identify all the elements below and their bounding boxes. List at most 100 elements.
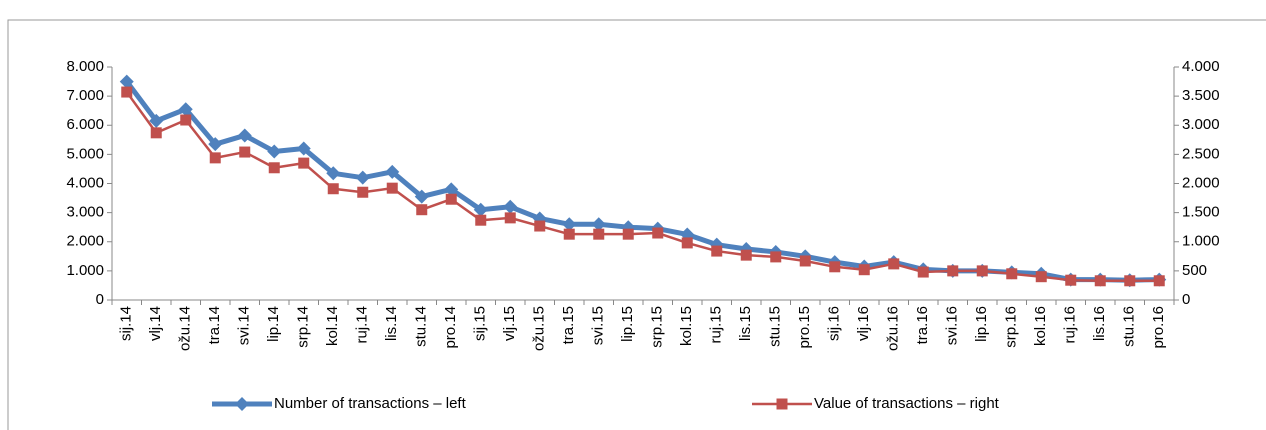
data-point (740, 249, 752, 261)
data-point (296, 141, 311, 156)
data-point (327, 183, 339, 195)
data-point (1094, 275, 1106, 287)
x-tick-label: ožu.14 (177, 306, 194, 351)
data-point (416, 204, 428, 216)
y-tick-label: 2.000 (66, 233, 104, 250)
x-tick-label: srp.16 (1003, 306, 1020, 348)
x-tick-label: pro.16 (1150, 306, 1167, 349)
data-point (1006, 268, 1018, 280)
x-tick-label: tra.16 (914, 306, 931, 344)
x-tick-label: kol.14 (324, 306, 341, 346)
data-point (563, 228, 575, 240)
x-tick-label: stu.16 (1121, 306, 1138, 347)
y2-tick-label: 3.500 (1182, 87, 1220, 104)
x-tick-label: lis.14 (383, 306, 400, 341)
data-point (829, 261, 841, 273)
data-point (237, 128, 252, 143)
x-tick-label: sij.16 (826, 306, 843, 341)
x-tick-label: ruj.15 (708, 306, 725, 344)
y2-tick-label: 0 (1182, 291, 1190, 308)
x-tick-label: ruj.16 (1062, 306, 1079, 344)
y-tick-label: 3.000 (66, 204, 104, 221)
data-point (858, 264, 870, 276)
y-tick-label: 1.000 (66, 262, 104, 279)
x-tick-label: ožu.15 (531, 306, 548, 351)
y2-tick-label: 3.000 (1182, 116, 1220, 133)
y-tick-label: 8.000 (66, 58, 104, 75)
data-point (976, 265, 988, 277)
data-point (149, 113, 164, 128)
data-point (593, 228, 605, 240)
data-point (947, 265, 959, 277)
data-point (150, 127, 162, 139)
x-tick-label: stu.14 (413, 306, 430, 347)
data-point (414, 189, 429, 204)
x-tick-label: lip.14 (265, 306, 282, 342)
x-tick-label: kol.15 (678, 306, 695, 346)
x-tick-label: ruj.14 (354, 306, 371, 344)
data-point (209, 152, 221, 164)
data-point (268, 162, 280, 174)
x-tick-label: svi.14 (236, 306, 253, 345)
data-point (178, 102, 193, 117)
data-point (888, 258, 900, 270)
x-tick-label: stu.15 (767, 306, 784, 347)
x-tick-label: srp.15 (649, 306, 666, 348)
data-point (917, 266, 929, 278)
y-tick-label: 6.000 (66, 116, 104, 133)
legend-label: Number of transactions – left (274, 395, 467, 412)
data-point (445, 193, 457, 205)
data-point (681, 237, 693, 249)
y2-tick-label: 2.500 (1182, 145, 1220, 162)
x-tick-label: sij.14 (118, 306, 135, 341)
x-tick-label: lis.15 (737, 306, 754, 341)
data-point (180, 114, 192, 126)
x-tick-label: kol.16 (1032, 306, 1049, 346)
data-point (504, 212, 516, 224)
x-tick-label: srp.14 (295, 306, 312, 348)
legend-marker (776, 398, 788, 410)
data-point (119, 74, 134, 89)
y2-tick-label: 2.000 (1182, 174, 1220, 191)
data-point (385, 164, 400, 179)
data-point (473, 202, 488, 217)
x-tick-label: pro.14 (442, 306, 459, 349)
x-tick-label: tra.15 (560, 306, 577, 344)
data-point (1153, 275, 1165, 287)
y-tick-label: 0 (96, 291, 104, 308)
data-point (239, 146, 251, 158)
x-tick-label: ožu.16 (885, 306, 902, 351)
x-tick-label: vlj.15 (501, 306, 518, 341)
data-point (503, 199, 518, 214)
legend-label: Value of transactions – right (814, 395, 1000, 412)
data-point (355, 170, 370, 185)
data-point (267, 144, 282, 159)
data-point (622, 228, 634, 240)
data-point (386, 182, 398, 194)
y-tick-label: 5.000 (66, 145, 104, 162)
x-tick-label: svi.15 (590, 306, 607, 345)
data-point (121, 86, 133, 98)
data-point (1035, 271, 1047, 283)
x-tick-label: lip.16 (973, 306, 990, 342)
x-tick-label: vlj.14 (147, 306, 164, 341)
x-tick-label: sij.15 (472, 306, 489, 341)
x-tick-label: svi.16 (944, 306, 961, 345)
x-tick-label: tra.14 (206, 306, 223, 344)
data-point (562, 217, 577, 232)
x-tick-label: lip.15 (619, 306, 636, 342)
x-tick-label: vlj.16 (855, 306, 872, 341)
data-point (1124, 275, 1136, 287)
data-point (591, 217, 606, 232)
data-point (1065, 274, 1077, 286)
legend-marker (235, 397, 249, 411)
x-tick-label: pro.15 (796, 306, 813, 349)
data-point (357, 186, 369, 198)
series-line (124, 80, 1160, 283)
data-point (326, 166, 341, 181)
data-point (652, 227, 664, 239)
data-point (534, 220, 546, 232)
chart-frame (7, 19, 1266, 430)
data-point (475, 214, 487, 226)
